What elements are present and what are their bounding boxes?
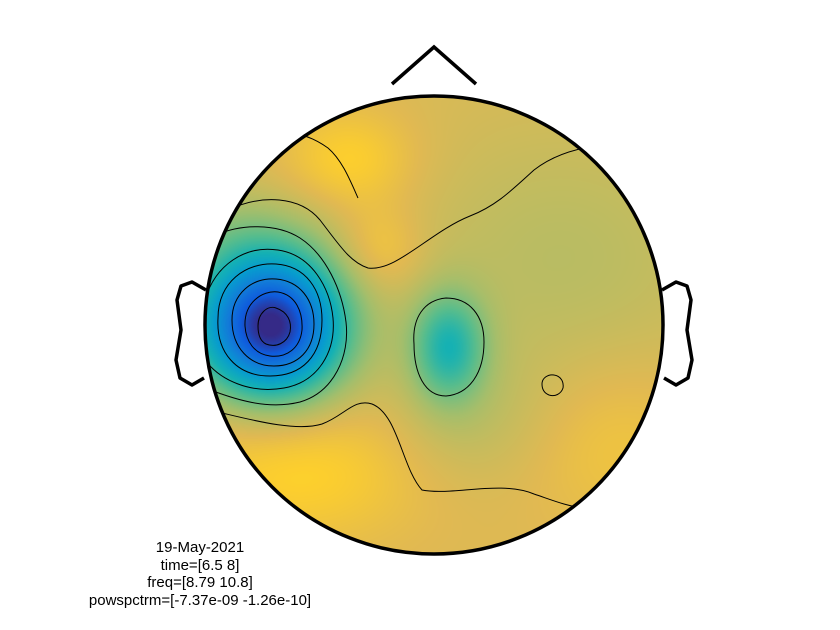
contour-line-central bbox=[413, 297, 485, 397]
contour-line-lower bbox=[217, 402, 585, 509]
time-label: time=[6.5 8] bbox=[160, 556, 240, 574]
contour-line-upper bbox=[227, 145, 597, 269]
contour-line bbox=[244, 291, 303, 357]
contour-line bbox=[231, 278, 315, 367]
date-label: 19-May-2021 bbox=[155, 539, 245, 556]
contour-line-right-small bbox=[541, 374, 564, 397]
contour-line bbox=[217, 263, 323, 377]
nose-outline bbox=[390, 44, 478, 86]
power-heatmap bbox=[205, 96, 663, 554]
contour-line-minimum bbox=[257, 306, 291, 346]
right-ear-outline bbox=[661, 280, 694, 387]
freq-label: freq=[8.79 10.8] bbox=[147, 574, 253, 591]
contour-line bbox=[205, 226, 348, 406]
figure-caption: 19-May-2021 time=[6.5 8] freq=[8.79 10.8… bbox=[60, 539, 340, 609]
head-outline bbox=[203, 94, 665, 556]
left-ear-outline bbox=[174, 280, 207, 387]
contour-line bbox=[205, 248, 334, 390]
powspctrm-label: powspctrm=[-7.37e-09 -1.26e-10] bbox=[88, 591, 312, 609]
